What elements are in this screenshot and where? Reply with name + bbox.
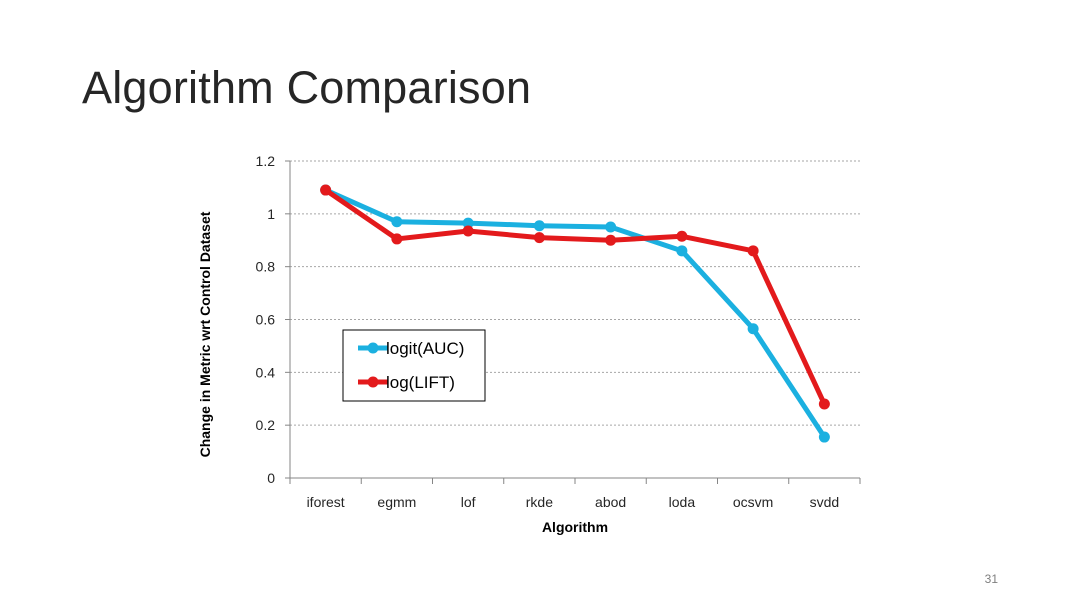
data-point [533,220,545,232]
series-0 [320,184,830,443]
y-tick-label: 0.8 [256,259,276,275]
y-tick-label: 1 [267,206,275,222]
legend-swatch-marker [367,376,379,388]
x-axis-title: Algorithm [542,519,608,535]
data-point [676,245,688,257]
grid-lines [290,160,860,426]
x-tick-label: lof [461,494,476,510]
data-point [462,225,474,237]
data-point [320,184,332,196]
x-tick-label: egmm [377,494,416,510]
page-number: 31 [984,572,998,586]
x-tick-label: rkde [526,494,553,510]
axes [285,160,861,484]
legend-frame [342,329,486,402]
data-point [818,398,830,410]
data-point [605,221,617,233]
data-point [747,245,759,257]
data-point [391,216,403,228]
x-tick-label: ocsvm [733,494,773,510]
legend-item: log(LIFT) [358,373,455,392]
y-tick-label: 0.4 [256,364,276,380]
x-tick-labels: iforest egmm lof rkde abod loda ocsvm svdd [307,494,840,510]
data-point [391,233,403,245]
data-point [676,230,688,242]
x-tick-label: loda [669,494,696,510]
y-tick-label: 0.6 [256,312,276,328]
x-tick-label: abod [595,494,626,510]
y-tick-label: 1.2 [256,153,276,169]
data-point [533,232,545,244]
data-point [462,217,474,229]
series-line [324,187,827,439]
series-line [324,187,827,406]
legend-item: logit(AUC) [358,339,464,358]
legend-swatch-marker [367,342,379,354]
y-tick-label: 0.2 [256,417,276,433]
y-axis-title: Change in Metric wrt Control Dataset [197,211,213,457]
data-point [747,323,759,335]
series-1 [320,184,830,410]
legend: logit(AUC) log(LIFT) [342,329,486,402]
x-tick-label: svdd [810,494,840,510]
slide-title: Algorithm Comparison [82,62,532,113]
y-tick-label: 0 [267,470,275,486]
y-tick-labels: 0 0.2 0.4 0.6 0.8 1 1.2 [256,153,276,486]
legend-label: logit(AUC) [386,339,464,358]
data-point [605,234,617,246]
x-tick-label: iforest [307,494,345,510]
legend-label: log(LIFT) [386,373,455,392]
series-lines [320,184,830,443]
data-point [818,431,830,443]
